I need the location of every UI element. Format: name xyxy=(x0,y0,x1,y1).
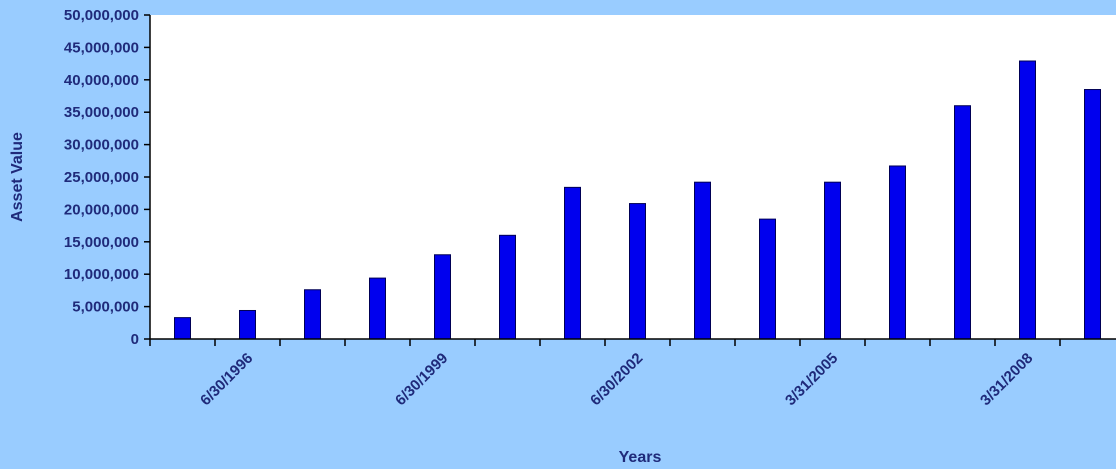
y-tick-label: 45,000,000 xyxy=(64,39,139,56)
y-tick-label: 5,000,000 xyxy=(72,299,139,316)
x-ticks-group: 6/30/1996 6/30/1999 6/30/2002 3/31/2005 3/31… xyxy=(149,339,1061,409)
y-tick-label: 15,000,000 xyxy=(64,234,139,251)
bar xyxy=(694,181,711,340)
y-tick-label: 35,000,000 xyxy=(64,104,139,121)
bar xyxy=(889,165,906,340)
x-tick-label: 3/31/2008 xyxy=(977,350,1036,409)
bar xyxy=(174,317,191,340)
x-axis-title: Years xyxy=(619,449,662,466)
bar xyxy=(1019,60,1036,340)
bar xyxy=(369,277,386,340)
y-ticks-group: 0 5,000,000 10,000,000 15,000,000 20,000,000… xyxy=(64,7,150,348)
x-tick-label: 6/30/1996 xyxy=(197,350,256,409)
bar xyxy=(954,105,971,340)
bar xyxy=(759,218,776,340)
y-tick-label: 10,000,000 xyxy=(64,266,139,283)
y-tick-label: 50,000,000 xyxy=(64,7,139,24)
y-tick-label: 25,000,000 xyxy=(64,169,139,186)
bar xyxy=(304,289,321,340)
x-tick-label: 3/31/2005 xyxy=(782,350,841,409)
bar xyxy=(824,181,841,340)
x-tick-label: 6/30/2002 xyxy=(587,350,646,409)
x-tick-label: 6/30/1999 xyxy=(392,350,451,409)
bar xyxy=(564,186,581,340)
y-axis-title: Asset Value xyxy=(9,132,26,222)
y-tick-label: 20,000,000 xyxy=(64,201,139,218)
bar xyxy=(434,254,451,340)
y-tick-label: 30,000,000 xyxy=(64,137,139,154)
bar xyxy=(629,203,646,340)
bar xyxy=(499,234,516,340)
bar xyxy=(1084,89,1101,340)
y-tick-label: 40,000,000 xyxy=(64,72,139,89)
y-tick-label: 0 xyxy=(131,331,139,348)
bar xyxy=(239,309,256,340)
